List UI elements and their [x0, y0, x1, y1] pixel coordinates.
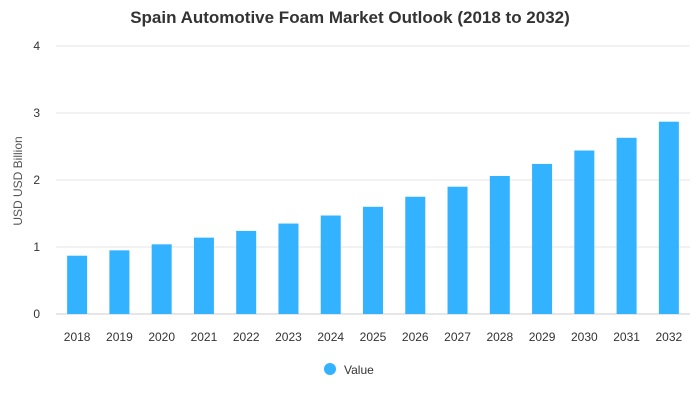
chart-title: Spain Automotive Foam Market Outlook (20…	[130, 8, 570, 27]
legend-label: Value	[344, 363, 374, 377]
x-tick-label: 2019	[106, 330, 133, 344]
x-tick-label: 2031	[613, 330, 640, 344]
bar-2030[interactable]	[574, 150, 595, 314]
y-tick-label: 0	[33, 307, 40, 321]
bar-2025[interactable]	[363, 206, 383, 314]
bar-2029[interactable]	[532, 163, 553, 314]
bar-2023[interactable]	[278, 223, 299, 314]
bar-series	[67, 121, 679, 315]
bar-2022[interactable]	[236, 230, 257, 314]
x-tick-label: 2030	[571, 330, 598, 344]
bar-2021[interactable]	[193, 237, 214, 314]
bar-2024[interactable]	[320, 215, 341, 314]
x-tick-label: 2022	[233, 330, 260, 344]
x-tick-label: 2032	[656, 330, 683, 344]
y-tick-label: 4	[33, 39, 40, 53]
bar-2018[interactable]	[67, 255, 88, 314]
y-tick-label: 3	[33, 106, 40, 120]
legend-marker	[324, 363, 336, 375]
bar-2019[interactable]	[109, 250, 130, 314]
x-tick-label: 2018	[64, 330, 91, 344]
bar-2026[interactable]	[405, 196, 426, 314]
x-tick-label: 2020	[148, 330, 175, 344]
bar-2032[interactable]	[658, 121, 679, 315]
bar-2027[interactable]	[447, 186, 468, 314]
x-tick-label: 2023	[275, 330, 302, 344]
x-axis-ticks: 2018 2019 2020 2021 2022 2023 2024 2025 2026 2027…	[64, 330, 683, 344]
x-tick-label: 2028	[486, 330, 513, 344]
x-tick-label: 2027	[444, 330, 471, 344]
y-axis-title: USD USD Billion	[11, 136, 25, 225]
x-tick-label: 2021	[191, 330, 218, 344]
x-tick-label: 2026	[402, 330, 429, 344]
x-tick-label: 2025	[360, 330, 387, 344]
y-axis-ticks: 0 1 2 3 4	[33, 39, 40, 321]
bar-2031[interactable]	[616, 137, 637, 314]
legend[interactable]: Value	[324, 363, 374, 377]
x-tick-label: 2024	[317, 330, 344, 344]
bar-2020[interactable]	[151, 244, 172, 314]
y-tick-label: 1	[33, 240, 40, 254]
bar-2028[interactable]	[489, 175, 510, 314]
x-tick-label: 2029	[529, 330, 556, 344]
y-tick-label: 2	[33, 173, 40, 187]
